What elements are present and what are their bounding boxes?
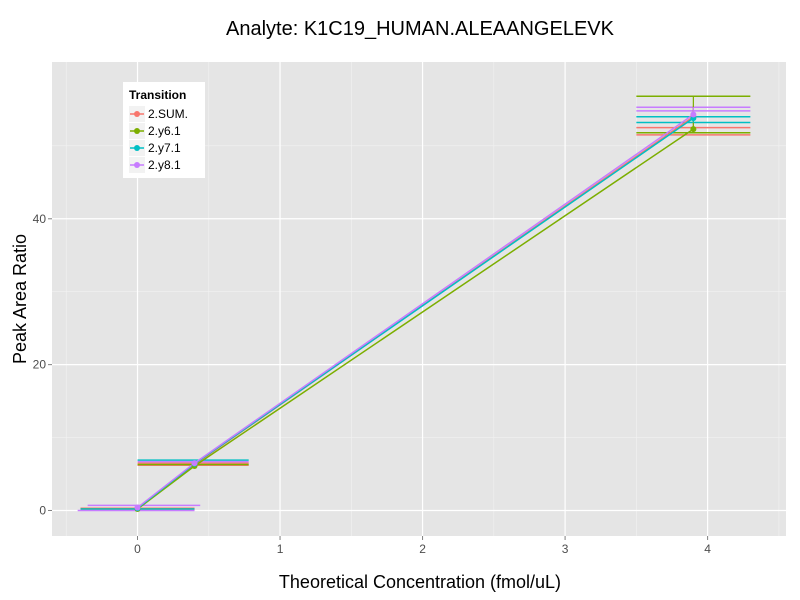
legend-label: 2.y7.1 [148, 141, 181, 155]
legend-label: 2.y6.1 [148, 124, 181, 138]
major-gridlines [52, 62, 786, 536]
legend-item: 2.y8.1 [129, 157, 181, 173]
legend-item: 2.y6.1 [129, 123, 181, 139]
legend-key-point [134, 145, 140, 151]
legend: Transition 2.SUM. 2.y6.1 2.y7.1 2.y8.1 [123, 82, 205, 178]
legend-title: Transition [129, 88, 186, 102]
x-tick-label: 4 [704, 542, 711, 556]
data-points [134, 111, 697, 513]
y-axis-ticks: 0 20 40 [33, 212, 52, 517]
y-tick-label: 40 [33, 212, 47, 226]
data-point [191, 460, 198, 467]
chart-title: Analyte: K1C19_HUMAN.ALEAANGELEVK [226, 18, 615, 40]
legend-key-point [134, 128, 140, 134]
y-tick-label: 20 [33, 358, 47, 372]
legend-label: 2.y8.1 [148, 158, 181, 172]
legend-key-point [134, 111, 140, 117]
x-tick-label: 2 [419, 542, 426, 556]
x-axis-title: Theoretical Concentration (fmol/uL) [279, 572, 561, 592]
x-axis-ticks: 0 1 2 3 4 [134, 536, 711, 556]
data-point [134, 504, 141, 511]
legend-item: 2.y7.1 [129, 140, 181, 156]
x-tick-label: 0 [134, 542, 141, 556]
data-point [690, 126, 697, 133]
legend-item: 2.SUM. [129, 106, 188, 122]
y-tick-label: 0 [39, 503, 46, 517]
x-tick-label: 3 [562, 542, 569, 556]
legend-label: 2.SUM. [148, 107, 188, 121]
legend-key-point [134, 162, 140, 168]
x-tick-label: 1 [277, 542, 284, 556]
data-point [690, 111, 697, 118]
y-axis-title: Peak Area Ratio [10, 234, 30, 364]
